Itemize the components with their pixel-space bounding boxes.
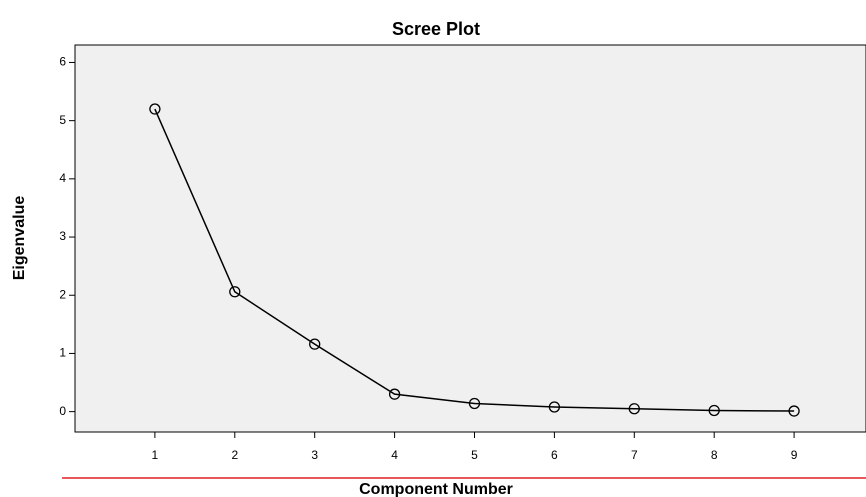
data-point [548,401,561,413]
data-point [628,403,640,415]
y-tick-label: 3 [59,229,66,243]
y-tick-label: 1 [59,346,66,360]
x-tick-label: 7 [631,448,638,462]
y-tick-label: 2 [59,287,66,301]
data-point [149,103,161,115]
data-point [788,405,800,417]
chart-title: Scree Plot [392,19,480,39]
y-tick-label: 6 [59,55,66,69]
x-tick-label: 1 [152,448,159,462]
x-tick-label: 6 [551,448,558,462]
x-tick-label: 2 [231,448,238,462]
y-tick-label: 5 [59,113,66,127]
data-line [154,108,795,412]
y-tick-label: 0 [59,404,66,418]
data-point [309,338,321,350]
x-tick-label: 3 [311,448,318,462]
data-point [229,286,241,298]
data-point [468,397,481,410]
x-axis-title: Component Number [359,481,513,497]
x-tick-label: 4 [391,448,398,462]
y-axis-title: Eigenvalue [11,196,28,281]
x-tick-label: 9 [791,448,798,462]
x-tick-label: 8 [711,448,718,462]
data-point [708,404,720,417]
plot-area [74,44,866,433]
y-tick-label: 4 [59,171,66,185]
data-point [388,388,401,400]
x-tick-label: 5 [471,448,478,462]
